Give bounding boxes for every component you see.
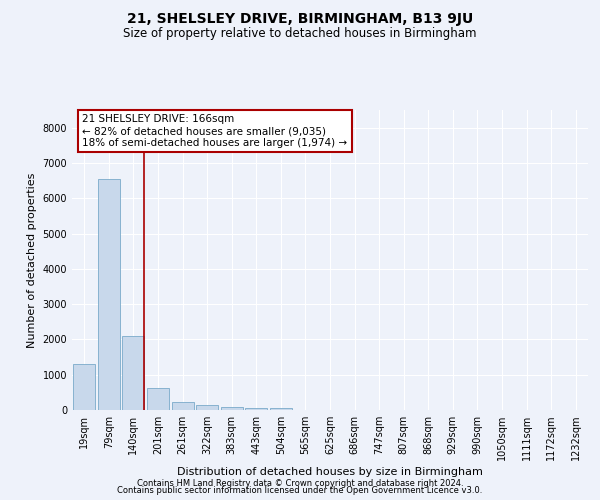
Bar [245, 408, 268, 410]
Text: Contains public sector information licensed under the Open Government Licence v3: Contains public sector information licen… [118, 486, 482, 495]
Bar [73, 364, 95, 410]
Bar [122, 336, 145, 410]
Text: 21, SHELSLEY DRIVE, BIRMINGHAM, B13 9JU: 21, SHELSLEY DRIVE, BIRMINGHAM, B13 9JU [127, 12, 473, 26]
Bar [221, 406, 243, 410]
Bar [270, 408, 292, 410]
Y-axis label: Number of detached properties: Number of detached properties [27, 172, 37, 348]
X-axis label: Distribution of detached houses by size in Birmingham: Distribution of detached houses by size … [177, 468, 483, 477]
Bar [172, 402, 194, 410]
Text: 21 SHELSLEY DRIVE: 166sqm
← 82% of detached houses are smaller (9,035)
18% of se: 21 SHELSLEY DRIVE: 166sqm ← 82% of detac… [82, 114, 347, 148]
Text: Contains HM Land Registry data © Crown copyright and database right 2024.: Contains HM Land Registry data © Crown c… [137, 478, 463, 488]
Bar [196, 406, 218, 410]
Bar [98, 179, 120, 410]
Text: Size of property relative to detached houses in Birmingham: Size of property relative to detached ho… [123, 28, 477, 40]
Bar [147, 388, 169, 410]
